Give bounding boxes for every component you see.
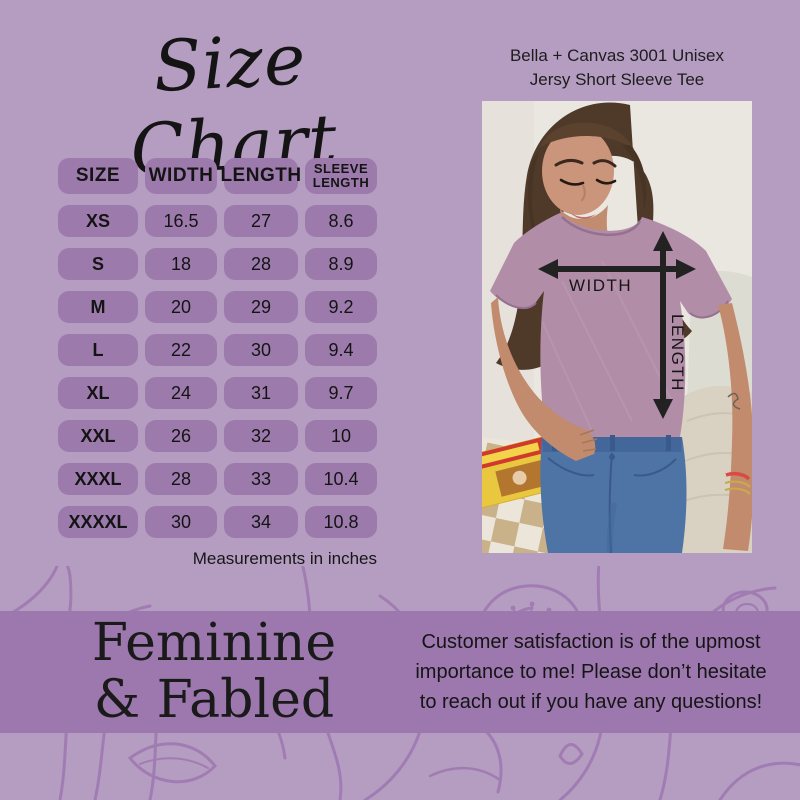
table-cell-width: 16.5 [145, 205, 217, 237]
width-arrow-icon [538, 259, 696, 279]
table-cell-width: 20 [145, 291, 217, 323]
table-row-size: XL [58, 377, 138, 409]
table-row-size: M [58, 291, 138, 323]
table-cell-width: 24 [145, 377, 217, 409]
table-row-size: XXXL [58, 463, 138, 495]
customer-message-line2: importance to me! Please don’t hesitate [415, 661, 767, 683]
table-cell-width: 26 [145, 420, 217, 452]
product-name: Bella + Canvas 3001 Unisex Jersy Short S… [462, 44, 772, 92]
table-header-length: LENGTH [220, 158, 301, 194]
table-cell-width: 22 [145, 334, 217, 366]
length-arrow-icon [653, 231, 673, 419]
table-cell-length: 32 [224, 420, 298, 452]
bottom-band: Feminine & Fabled Customer satisfaction … [0, 611, 800, 733]
table-row-size: S [58, 248, 138, 280]
table-cell-length: 29 [224, 291, 298, 323]
table-cell-length: 30 [224, 334, 298, 366]
table-cell-width: 18 [145, 248, 217, 280]
table-cell-sleeve: 9.7 [305, 377, 377, 409]
table-cell-sleeve: 9.2 [305, 291, 377, 323]
size-table: SIZE WIDTH LENGTH SLEEVE LENGTH XS 16.5 … [58, 158, 377, 538]
table-header-width: WIDTH [145, 158, 217, 194]
length-arrow-label: LENGTH [668, 314, 687, 392]
table-cell-sleeve: 8.9 [305, 248, 377, 280]
brand-name: Feminine & Fabled [38, 611, 390, 733]
product-name-line2: Jersy Short Sleeve Tee [529, 70, 705, 89]
table-header-sleeve-length: SLEEVE LENGTH [305, 158, 377, 194]
table-cell-width: 30 [145, 506, 217, 538]
table-cell-sleeve: 10.8 [305, 506, 377, 538]
units-note: Measurements in inches [192, 549, 377, 568]
product-name-line1: Bella + Canvas 3001 Unisex [509, 46, 725, 65]
table-row-size: XXL [58, 420, 138, 452]
brand-name-line1: Feminine [91, 613, 337, 673]
table-cell-length: 34 [224, 506, 298, 538]
brand-name-line2: & Fabled [93, 670, 335, 730]
table-cell-width: 28 [145, 463, 217, 495]
table-cell-sleeve: 10.4 [305, 463, 377, 495]
customer-message: Customer satisfaction is of the upmost i… [392, 611, 790, 733]
product-photo: WIDTH LENGTH [482, 101, 752, 553]
customer-message-line1: Customer satisfaction is of the upmost [421, 631, 761, 653]
table-header-size: SIZE [58, 158, 138, 194]
table-cell-length: 33 [224, 463, 298, 495]
table-cell-length: 31 [224, 377, 298, 409]
model-photo-illustration: WIDTH LENGTH [482, 101, 752, 553]
table-cell-length: 28 [224, 248, 298, 280]
table-row-size: L [58, 334, 138, 366]
table-cell-sleeve: 8.6 [305, 205, 377, 237]
table-cell-sleeve: 9.4 [305, 334, 377, 366]
table-row-size: XXXXL [58, 506, 138, 538]
table-cell-length: 27 [224, 205, 298, 237]
table-row-size: XS [58, 205, 138, 237]
width-arrow-label: WIDTH [569, 276, 632, 295]
table-cell-sleeve: 10 [305, 420, 377, 452]
customer-message-line3: to reach out if you have any questions! [419, 691, 763, 713]
